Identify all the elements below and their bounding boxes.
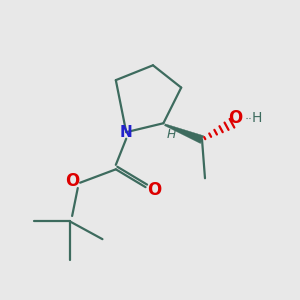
- Polygon shape: [164, 124, 204, 143]
- Text: N: N: [120, 125, 133, 140]
- Text: O: O: [65, 172, 79, 190]
- Text: H: H: [167, 128, 176, 141]
- Text: O: O: [147, 181, 161, 199]
- Text: O: O: [228, 109, 242, 127]
- Text: H: H: [252, 111, 262, 125]
